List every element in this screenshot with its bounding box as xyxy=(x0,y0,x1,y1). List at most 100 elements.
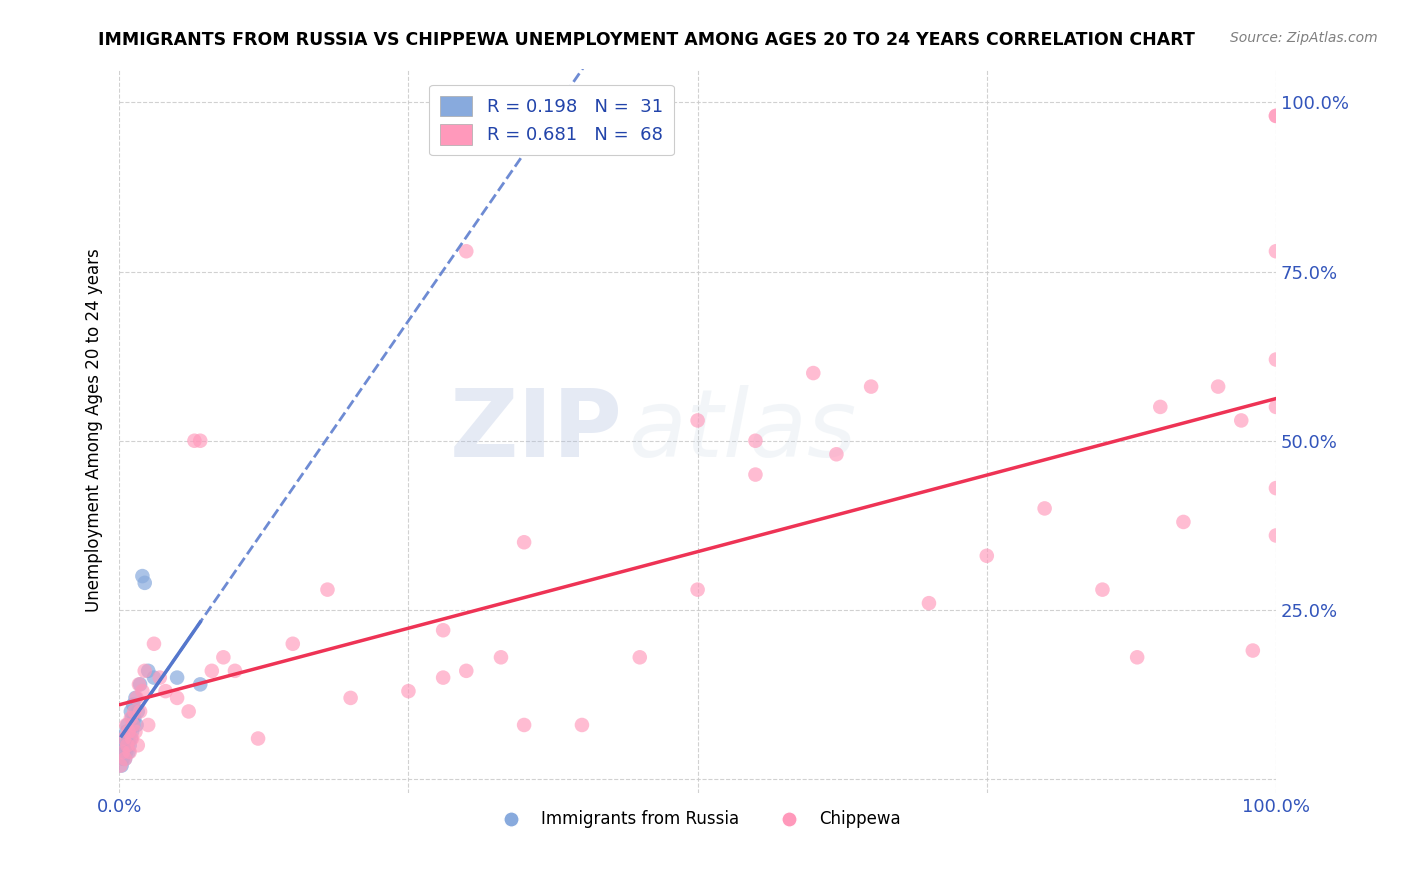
Point xyxy=(128,677,150,691)
Point xyxy=(122,718,145,732)
Text: atlas: atlas xyxy=(628,385,856,476)
Point xyxy=(122,718,145,732)
Point xyxy=(1230,413,1253,427)
Point xyxy=(124,690,146,705)
Point xyxy=(131,569,153,583)
Point xyxy=(571,718,593,732)
Point xyxy=(247,731,270,746)
Point xyxy=(120,705,142,719)
Point xyxy=(129,677,152,691)
Point xyxy=(121,731,143,746)
Point xyxy=(432,671,454,685)
Point xyxy=(456,664,478,678)
Point xyxy=(1265,244,1288,259)
Point xyxy=(136,718,159,732)
Point xyxy=(120,731,142,746)
Point xyxy=(111,752,134,766)
Point xyxy=(143,637,166,651)
Point xyxy=(124,724,146,739)
Point xyxy=(825,447,848,461)
Point xyxy=(183,434,205,448)
Point xyxy=(117,731,139,746)
Point xyxy=(112,739,135,753)
Point xyxy=(115,745,138,759)
Text: Source: ZipAtlas.com: Source: ZipAtlas.com xyxy=(1230,31,1378,45)
Point xyxy=(118,724,141,739)
Point xyxy=(125,718,148,732)
Point xyxy=(131,684,153,698)
Point xyxy=(177,705,200,719)
Y-axis label: Unemployment Among Ages 20 to 24 years: Unemployment Among Ages 20 to 24 years xyxy=(86,249,103,613)
Point xyxy=(1206,379,1229,393)
Point xyxy=(398,684,420,698)
Point xyxy=(114,752,136,766)
Point xyxy=(1033,501,1056,516)
Point xyxy=(117,724,139,739)
Point xyxy=(224,664,246,678)
Point xyxy=(166,671,188,685)
Point xyxy=(432,624,454,638)
Point xyxy=(513,535,536,549)
Point xyxy=(281,637,304,651)
Point xyxy=(121,711,143,725)
Point xyxy=(110,758,132,772)
Point xyxy=(456,244,478,259)
Point xyxy=(976,549,998,563)
Point xyxy=(1265,109,1288,123)
Point xyxy=(129,705,152,719)
Point xyxy=(121,724,143,739)
Point xyxy=(918,596,941,610)
Point xyxy=(127,705,149,719)
Point xyxy=(1265,352,1288,367)
Point xyxy=(1241,643,1264,657)
Point xyxy=(212,650,235,665)
Point xyxy=(117,739,139,753)
Point xyxy=(339,690,361,705)
Point xyxy=(136,664,159,678)
Point xyxy=(112,731,135,746)
Point xyxy=(1265,528,1288,542)
Point xyxy=(115,724,138,739)
Point xyxy=(155,684,177,698)
Point xyxy=(134,664,156,678)
Point xyxy=(188,434,211,448)
Text: IMMIGRANTS FROM RUSSIA VS CHIPPEWA UNEMPLOYMENT AMONG AGES 20 TO 24 YEARS CORREL: IMMIGRANTS FROM RUSSIA VS CHIPPEWA UNEMP… xyxy=(98,31,1195,49)
Point xyxy=(1126,650,1149,665)
Point xyxy=(143,671,166,685)
Point xyxy=(1265,481,1288,495)
Point xyxy=(489,650,512,665)
Point xyxy=(124,705,146,719)
Point xyxy=(1173,515,1195,529)
Point xyxy=(117,739,139,753)
Point xyxy=(122,698,145,712)
Point xyxy=(124,711,146,725)
Point xyxy=(166,690,188,705)
Point xyxy=(117,745,139,759)
Point xyxy=(686,413,709,427)
Point xyxy=(1149,400,1171,414)
Point xyxy=(118,739,141,753)
Point xyxy=(1265,400,1288,414)
Point xyxy=(744,467,766,482)
Point xyxy=(744,434,766,448)
Point xyxy=(860,379,883,393)
Point xyxy=(188,677,211,691)
Point xyxy=(801,366,824,380)
Text: ZIP: ZIP xyxy=(450,384,623,476)
Point xyxy=(1091,582,1114,597)
Point xyxy=(149,671,172,685)
Point xyxy=(112,745,135,759)
Point xyxy=(118,745,141,759)
Point xyxy=(686,582,709,597)
Legend: Immigrants from Russia, Chippewa: Immigrants from Russia, Chippewa xyxy=(488,804,907,835)
Point xyxy=(125,690,148,705)
Point xyxy=(110,758,132,772)
Point xyxy=(513,718,536,732)
Point xyxy=(114,752,136,766)
Point xyxy=(127,739,149,753)
Point xyxy=(114,731,136,746)
Point xyxy=(115,718,138,732)
Point xyxy=(120,711,142,725)
Point xyxy=(134,575,156,590)
Point xyxy=(201,664,224,678)
